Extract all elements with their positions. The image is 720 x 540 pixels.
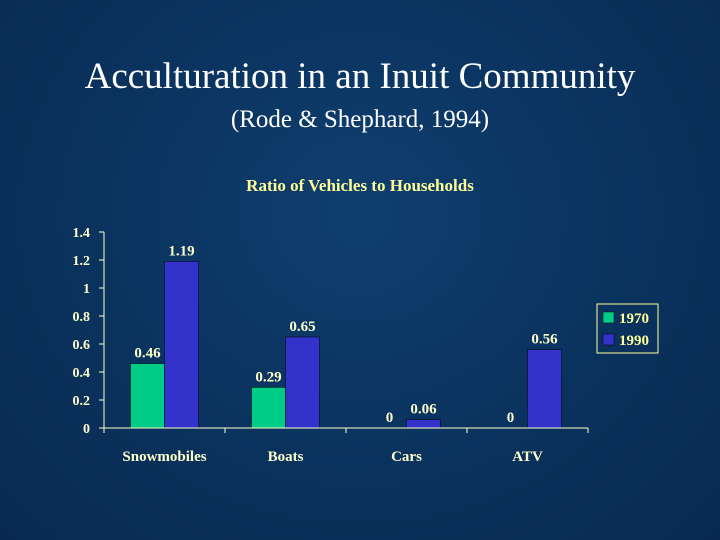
bars xyxy=(130,261,562,429)
legend-swatch-1990 xyxy=(602,333,615,346)
y-tick-label: 0.6 xyxy=(73,338,91,353)
data-label-1990-atv: 0.56 xyxy=(531,332,558,348)
y-tick-label: 1 xyxy=(83,282,90,297)
category-label-cars: Cars xyxy=(391,449,422,465)
category-label-snowmobiles: Snowmobiles xyxy=(122,449,206,465)
x-axis-ticks xyxy=(103,428,589,433)
y-axis-ticks: 0 0.2 0.4 0.6 0.8 1 1.2 1.4 xyxy=(73,226,104,437)
y-tick-label: 0.8 xyxy=(73,310,91,325)
bar-1990-snowmobiles xyxy=(164,261,199,429)
legend-label-1990: 1990 xyxy=(619,333,649,349)
data-label-1990-snowmobiles: 1.19 xyxy=(168,243,194,259)
bar-1990-atv xyxy=(527,349,562,429)
data-label-1990-cars: 0.06 xyxy=(410,402,437,418)
legend: 1970 1990 xyxy=(596,303,659,354)
y-tick-label: 1.4 xyxy=(73,226,91,241)
legend-box xyxy=(596,303,659,354)
data-label-1970-boats: 0.29 xyxy=(255,369,281,385)
bar-1970-snowmobiles xyxy=(130,363,165,429)
category-labels: Snowmobiles Boats Cars ATV xyxy=(122,449,543,465)
slide-title: Acculturation in an Inuit Community xyxy=(84,56,636,97)
data-label-1970-atv: 0 xyxy=(507,410,515,426)
bar-1990-boats xyxy=(285,336,320,429)
bar-1990-cars xyxy=(406,419,441,429)
data-label-1970-cars: 0 xyxy=(386,410,394,426)
legend-swatch-1970 xyxy=(602,311,615,324)
y-tick-label: 0.4 xyxy=(73,366,91,381)
data-label-1990-boats: 0.65 xyxy=(289,319,315,335)
category-label-boats: Boats xyxy=(268,449,304,465)
bar-1970-boats xyxy=(251,387,286,429)
data-label-1970-snowmobiles: 0.46 xyxy=(134,346,161,362)
y-tick-label: 0 xyxy=(83,422,90,437)
y-tick-label: 1.2 xyxy=(73,254,91,269)
category-label-atv: ATV xyxy=(512,449,543,465)
y-tick-label: 0.2 xyxy=(73,394,91,409)
data-labels: 0.46 1.19 0.29 0.65 0 0.06 0 0.56 xyxy=(134,243,558,426)
slide-subtitle: (Rode & Shephard, 1994) xyxy=(230,106,490,133)
chart-title: Ratio of Vehicles to Households xyxy=(246,176,474,195)
legend-label-1970: 1970 xyxy=(619,311,649,327)
